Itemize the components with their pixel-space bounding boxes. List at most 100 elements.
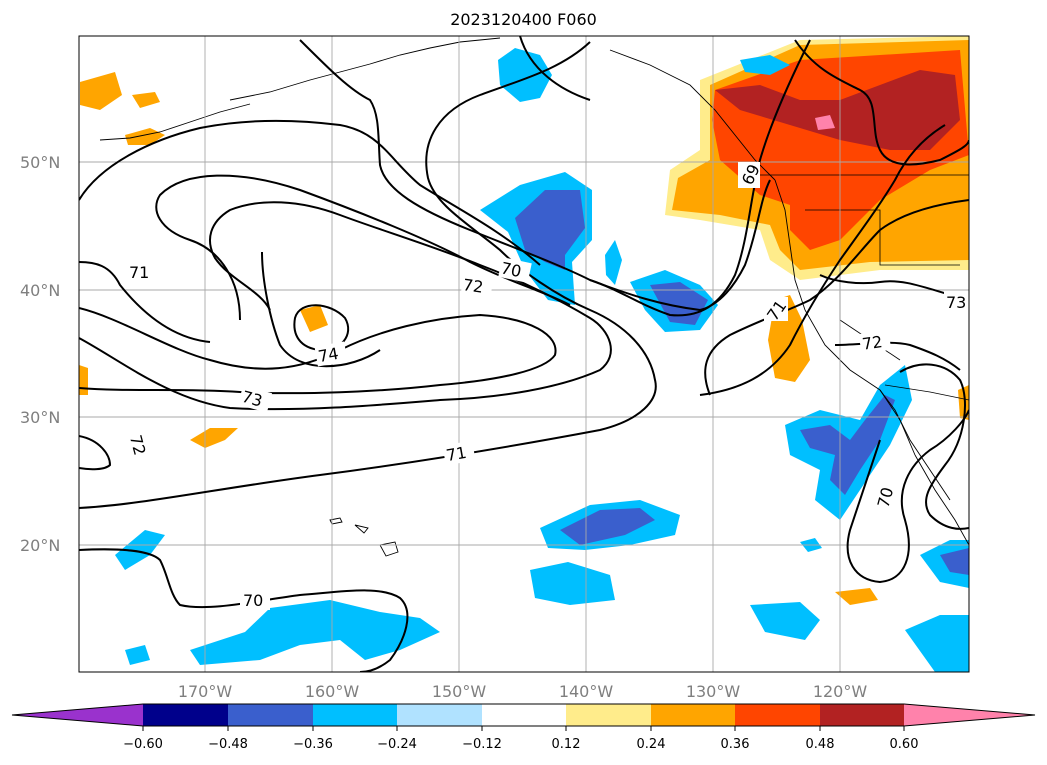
- contour-71-coast: [699, 124, 946, 396]
- warm-anomaly-small-4: [190, 428, 238, 448]
- lon-label-130w: 130°W: [686, 682, 741, 701]
- contour-70-left: [79, 548, 409, 672]
- warm-anomaly-small-5: [835, 588, 878, 605]
- warm-anomaly-small-7: [79, 365, 88, 395]
- contour-70-right: [846, 409, 969, 584]
- latitude-labels: 50°N 40°N 30°N 20°N: [20, 153, 60, 555]
- colorbar-tick-label: −0.24: [377, 737, 417, 752]
- colorbar: −0.60 −0.48 −0.36 −0.24 −0.12 0.12 0.24 …: [11, 703, 1036, 752]
- map-frame: [78, 35, 970, 673]
- contour-labels: 71 72 70 74 73 72 71 70 69 71 72 73 70: [114, 161, 969, 610]
- warm-anomaly-pnw-darkred: [715, 70, 960, 150]
- contour-73-right: [819, 274, 969, 301]
- coastline-bc: [609, 49, 776, 181]
- contour-72-far-right: [899, 363, 969, 530]
- colorbar-bin: [735, 704, 820, 726]
- colorbar-under-arrow: [12, 704, 143, 726]
- contour-72-right: [834, 341, 961, 371]
- contour-label: 70: [874, 485, 898, 510]
- contour-71-upper: [155, 174, 571, 321]
- colorbar-bin: [313, 704, 397, 726]
- contour-label: 72: [126, 433, 150, 458]
- border-states-1: [805, 209, 960, 266]
- coastline-baja: [879, 389, 951, 501]
- coastlines: [99, 37, 969, 557]
- contours: [79, 36, 969, 672]
- warm-anomaly-small-2: [125, 128, 165, 145]
- hawaii-island-2: [354, 524, 369, 534]
- contour-71-loop: [79, 261, 211, 343]
- colorbar-tick-label: −0.48: [208, 737, 248, 752]
- colorbar-tick-label: −0.12: [462, 737, 502, 752]
- cool-anomaly-far-south: [190, 600, 440, 665]
- colorbar-tick-label: 0.12: [552, 737, 581, 752]
- colorbar-tick-label: 0.24: [637, 737, 666, 752]
- cool-anomaly-subtropical-blue: [560, 508, 655, 545]
- warm-anomaly-far-west: [80, 72, 122, 110]
- contour-72-lower: [79, 435, 112, 471]
- lat-label-40n: 40°N: [20, 281, 60, 300]
- lon-label-140w: 140°W: [559, 682, 614, 701]
- hawaii-island-1: [329, 517, 343, 525]
- lat-label-50n: 50°N: [20, 153, 60, 172]
- contour-label: 72: [861, 332, 884, 354]
- longitude-labels: 170°W 160°W 150°W 140°W 130°W 120°W: [178, 682, 868, 701]
- map-title: 2023120400 F060: [450, 10, 597, 29]
- lon-label-120w: 120°W: [813, 682, 868, 701]
- warm-anomaly-small-6: [958, 385, 969, 420]
- warm-anomaly-pnw-pink: [815, 115, 835, 130]
- cool-anomaly-south: [530, 562, 615, 605]
- contour-70-upper: [519, 36, 591, 101]
- cool-anomaly-small-a: [115, 530, 165, 570]
- lat-label-20n: 20°N: [20, 536, 60, 555]
- contour-label: 74: [317, 344, 340, 366]
- cool-anomaly-small-c: [740, 55, 790, 75]
- colorbar-tick-label: 0.60: [890, 737, 919, 752]
- lat-label-30n: 30°N: [20, 408, 60, 427]
- colorbar-tick-label: −0.60: [123, 737, 163, 752]
- colorbar-tick-label: 0.36: [721, 737, 750, 752]
- lon-label-170w: 170°W: [178, 682, 233, 701]
- warm-anomaly-small-1: [132, 92, 160, 108]
- contour-label: 71: [129, 263, 149, 282]
- contour-label: 70: [499, 258, 523, 281]
- colorbar-tick-label: 0.48: [806, 737, 835, 752]
- contour-71-upper-left: [299, 39, 771, 312]
- cool-anomaly-small-d: [125, 645, 150, 665]
- hawaii-island-3: [379, 541, 399, 557]
- coastline-alaska: [229, 37, 501, 101]
- cool-anomaly-baja-blue: [800, 395, 895, 495]
- colorbar-bin: [143, 704, 228, 726]
- cool-anomaly-se-1: [750, 602, 820, 640]
- contour-72-coast: [704, 199, 969, 396]
- colorbar-tick-labels: −0.60 −0.48 −0.36 −0.24 −0.12 0.12 0.24 …: [123, 737, 918, 752]
- contour-se-loop: [794, 39, 969, 166]
- contour-71-lower: [79, 41, 657, 509]
- contour-label: 71: [445, 443, 468, 465]
- contour-label: 73: [946, 293, 966, 312]
- cool-anomaly-gulf-alaska: [498, 48, 552, 102]
- colorbar-bin: [482, 704, 566, 726]
- contour-74: [293, 304, 350, 352]
- border-us-mexico: [884, 384, 969, 401]
- colorbar-bin: [228, 704, 313, 726]
- coastline-mexico: [914, 454, 969, 546]
- cool-anomaly-small-b: [605, 240, 622, 285]
- contour-73: [79, 201, 612, 411]
- contour-label: 72: [462, 275, 485, 297]
- colorbar-bin: [820, 704, 904, 726]
- cool-anomaly-mid-pacific-blue: [515, 190, 585, 270]
- map-plot-area: 71 72 70 74 73 72 71 70 69 71 72 73 70: [79, 36, 969, 672]
- cool-anomaly-se-3: [905, 615, 969, 672]
- coastline-west-us: [774, 179, 916, 456]
- colorbar-ticks: [142, 726, 905, 731]
- colorbar-bin: [651, 704, 735, 726]
- lon-label-160w: 160°W: [305, 682, 360, 701]
- colorbar-bin: [566, 704, 651, 726]
- coastline-aleutians: [99, 103, 251, 141]
- shaded-fields: [79, 36, 969, 672]
- colorbar-over-arrow: [904, 704, 1035, 726]
- warm-anomaly-small-3: [300, 305, 328, 332]
- contour-69: [589, 39, 811, 317]
